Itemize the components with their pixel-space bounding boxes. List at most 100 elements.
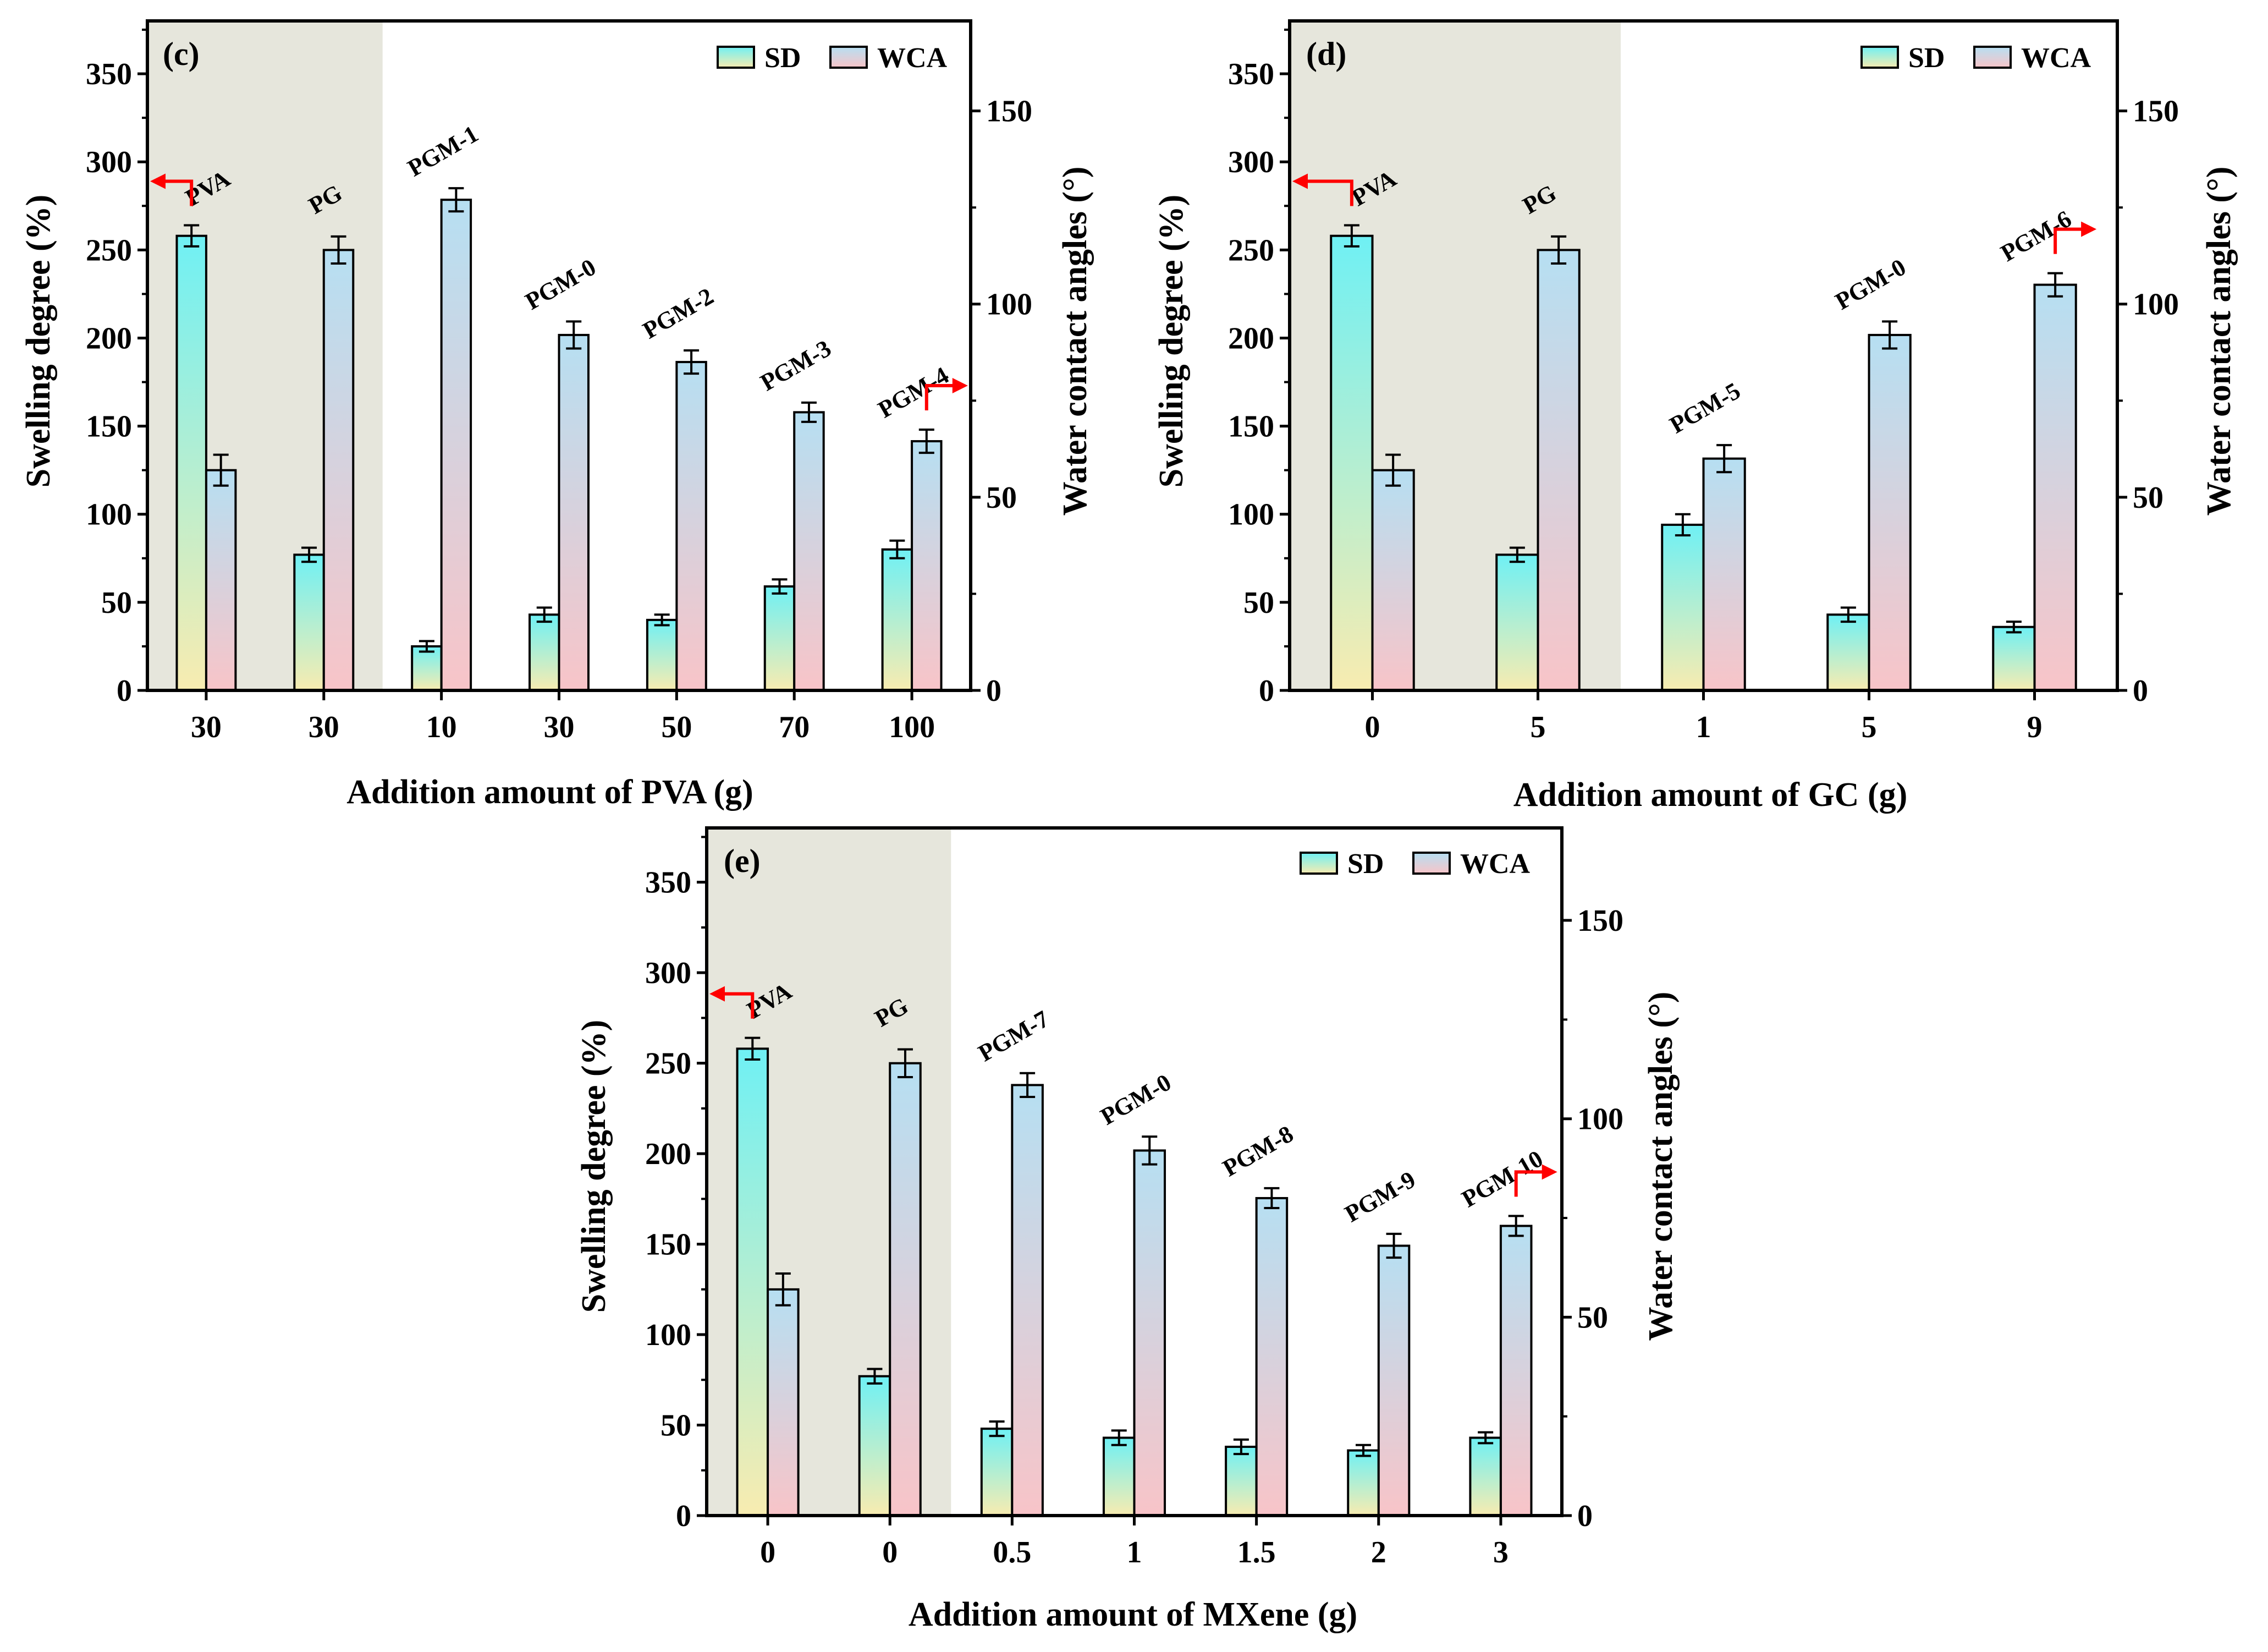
arrow-line <box>1514 1170 1549 1197</box>
sd-bar <box>1495 553 1539 691</box>
sample-label: PGM-7 <box>974 1005 1054 1067</box>
arrow-line <box>715 992 755 1019</box>
sample-label: PGM-6 <box>1996 205 2076 267</box>
wca-bar <box>675 361 707 691</box>
legend-sd-label: SD <box>1908 42 1945 74</box>
sample-label: PGM-2 <box>638 282 718 344</box>
sd-bar <box>980 1428 1014 1517</box>
sd-bar <box>881 548 913 692</box>
x-tick-label: 30 <box>309 710 339 744</box>
sd-bar <box>858 1375 891 1517</box>
panel-label: (d) <box>1306 36 1346 72</box>
y-left-tick-label: 300 <box>1228 145 1274 179</box>
arrow-head <box>709 986 725 1002</box>
x-tick-label: 50 <box>661 710 692 744</box>
sample-label: PGM-0 <box>1096 1069 1176 1130</box>
y-left-tick-label: 0 <box>676 1499 691 1533</box>
legend-sd-label: SD <box>1347 848 1384 880</box>
y-left-tick-label: 250 <box>645 1047 691 1081</box>
legend-sd-swatch <box>717 46 755 69</box>
y-right-tick-label: 50 <box>986 481 1017 515</box>
legend-sd-label: SD <box>764 42 801 74</box>
x-tick-label: 0 <box>882 1535 898 1569</box>
wca-bar <box>793 411 825 691</box>
arrow-line <box>156 179 194 206</box>
y-left-tick-label: 50 <box>1243 586 1274 620</box>
y-right-tick-label: 150 <box>2133 95 2179 129</box>
arrow-line <box>2054 227 2089 254</box>
x-tick-label: 30 <box>544 710 575 744</box>
y-left-tick-label: 200 <box>645 1137 691 1171</box>
wca-bar <box>1011 1084 1044 1517</box>
y-right-tick-label: 100 <box>1577 1102 1623 1137</box>
x-tick-label: 0 <box>760 1535 775 1569</box>
y-axis-left-title: Swelling degree (%) <box>1153 195 1190 488</box>
x-tick-label: 70 <box>779 710 810 744</box>
wca-bar <box>889 1062 922 1517</box>
x-axis-title: Addition amount of MXene (g) <box>909 1596 1357 1633</box>
sd-bar <box>1225 1446 1258 1517</box>
arrow-line <box>924 383 960 410</box>
y-right-tick-label: 50 <box>1577 1300 1608 1335</box>
y-right-tick-label: 0 <box>2133 674 2148 708</box>
wca-bar <box>1537 249 1581 691</box>
legend-wca-label: WCA <box>1460 848 1531 880</box>
sample-label: PGM-5 <box>1665 377 1745 438</box>
y-left-tick-label: 350 <box>1228 57 1274 91</box>
wca-bar <box>558 333 590 691</box>
sample-label: PGM-0 <box>1831 254 1911 315</box>
y-left-tick-label: 200 <box>1228 321 1274 355</box>
y-left-tick-label: 100 <box>645 1318 691 1352</box>
y-axis-right-title: Water contact angles (°) <box>2200 167 2238 516</box>
sample-label: PGM-4 <box>873 361 953 423</box>
y-left-tick-label: 300 <box>86 145 132 179</box>
y-left-tick-label: 250 <box>86 233 132 267</box>
x-tick-label: 9 <box>2027 710 2043 744</box>
wca-bar <box>767 1288 800 1517</box>
panel-label: (e) <box>724 843 761 879</box>
x-tick-label: 5 <box>1862 710 1877 744</box>
sd-bar <box>529 613 560 692</box>
y-axis-left-title: Swelling degree (%) <box>20 195 57 488</box>
y-right-tick-label: 100 <box>2133 288 2179 322</box>
sd-bar <box>736 1047 769 1517</box>
x-tick-label: 30 <box>191 710 222 744</box>
sd-bar <box>1102 1436 1136 1517</box>
arrow-head <box>2081 221 2097 237</box>
sd-bar <box>411 645 443 691</box>
wca-bar <box>1868 333 1912 691</box>
y-left-tick-label: 100 <box>86 498 132 532</box>
x-tick-label: 2 <box>1371 1535 1386 1569</box>
y-left-tick-label: 0 <box>1259 674 1274 708</box>
sd-bar <box>293 553 325 691</box>
y-right-tick-label: 50 <box>2133 481 2164 515</box>
legend-sd-swatch <box>1860 46 1899 69</box>
wca-bar <box>2033 283 2077 691</box>
sample-label: PGM-1 <box>403 120 483 182</box>
sample-label: PGM-9 <box>1340 1166 1420 1227</box>
legend-wca-swatch <box>829 46 868 69</box>
y-left-tick-label: 200 <box>86 321 132 355</box>
legend-wca-label: WCA <box>877 42 948 74</box>
y-left-tick-label: 150 <box>86 410 132 444</box>
x-tick-label: 0 <box>1365 710 1380 744</box>
y-axis-left-title: Swelling degree (%) <box>575 1020 613 1313</box>
wca-bar <box>911 440 943 691</box>
y-right-tick-label: 0 <box>1577 1499 1593 1533</box>
sample-label: PGM-8 <box>1218 1120 1298 1182</box>
x-axis-title: Addition amount of PVA (g) <box>346 773 753 811</box>
sd-bar <box>1347 1449 1380 1517</box>
x-tick-label: 1.5 <box>1237 1535 1276 1569</box>
y-right-tick-label: 150 <box>1577 904 1623 938</box>
wca-bar <box>1377 1244 1411 1517</box>
wca-bar <box>1371 469 1415 691</box>
y-left-tick-label: 250 <box>1228 233 1274 267</box>
x-tick-label: 0.5 <box>993 1535 1031 1569</box>
x-tick-label: 100 <box>889 710 935 744</box>
sd-bar <box>1330 234 1374 691</box>
legend-wca-swatch <box>1412 852 1451 875</box>
x-tick-label: 5 <box>1531 710 1546 744</box>
y-left-tick-label: 300 <box>645 956 691 990</box>
